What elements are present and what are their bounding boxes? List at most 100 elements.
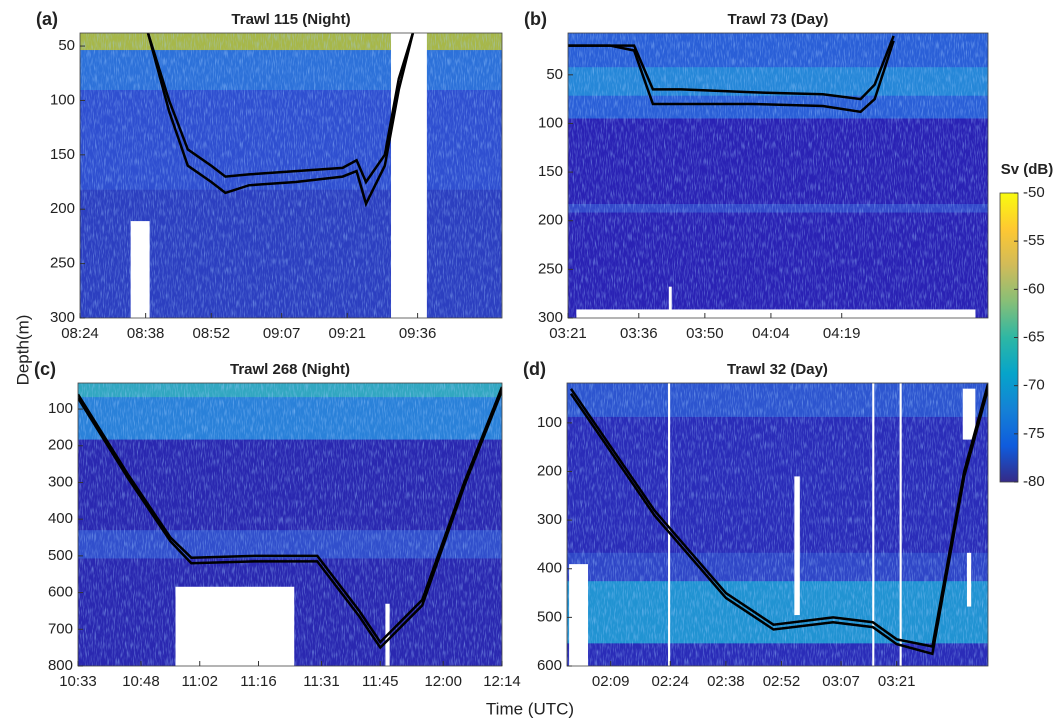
x-tick-label: 11:31	[303, 673, 339, 690]
x-tick-label: 02:09	[592, 673, 630, 690]
y-tick-label: 100	[48, 400, 73, 417]
x-tick-label: 10:33	[59, 673, 97, 690]
y-tick-label: 150	[50, 146, 75, 163]
echogram	[568, 33, 988, 318]
y-tick-label: 400	[48, 510, 73, 527]
y-tick-label: 100	[538, 114, 563, 131]
panel-title: Trawl 268 (Night)	[230, 361, 350, 378]
blank-region	[569, 564, 589, 666]
plot-frame	[79, 32, 503, 319]
y-tick-label: 600	[537, 657, 562, 674]
y-tick-label: 250	[50, 255, 75, 272]
y-tick-label: 200	[50, 200, 75, 217]
x-tick-label: 03:50	[686, 325, 724, 342]
trawl-line	[146, 33, 415, 185]
blank-region	[668, 286, 672, 318]
plot-frame	[567, 32, 989, 319]
x-tick-label: 03:21	[878, 673, 916, 690]
x-tick-label: 12:14	[483, 673, 521, 690]
trawl-line	[78, 390, 502, 650]
blank-region	[175, 586, 295, 666]
echogram	[80, 33, 502, 318]
trawl-line	[146, 33, 415, 208]
x-tick-label: 09:36	[399, 325, 437, 342]
y-tick-label: 500	[48, 547, 73, 564]
y-tick-label: 300	[537, 511, 562, 528]
x-tick-label: 09:07	[263, 325, 301, 342]
panel-title: Trawl 73 (Day)	[728, 11, 829, 28]
y-tick-label: 100	[50, 91, 75, 108]
x-tick-label: 03:36	[620, 325, 658, 342]
x-tick-label: 04:19	[823, 325, 861, 342]
y-tick-label: 150	[538, 163, 563, 180]
x-tick-label: 08:24	[61, 325, 99, 342]
blank-region	[899, 383, 902, 666]
x-tick-label: 08:52	[193, 325, 231, 342]
y-tick-label: 200	[48, 437, 73, 454]
blank-region	[668, 383, 671, 666]
x-tick-label: 03:21	[549, 325, 587, 342]
colorbar-tick-label: -75	[1023, 425, 1045, 442]
y-tick-label: 200	[538, 212, 563, 229]
y-tick-label: 50	[58, 37, 75, 54]
blank-region	[576, 309, 976, 318]
x-tick-label: 04:04	[752, 325, 790, 342]
panel-label: (c)	[34, 359, 56, 379]
colorbar-tick-label: -65	[1023, 328, 1045, 345]
x-tick-label: 09:21	[328, 325, 366, 342]
speckle	[80, 33, 502, 318]
panel-label: (b)	[524, 9, 547, 29]
colorbar-tick-label: -60	[1023, 280, 1045, 297]
y-tick-label: 250	[538, 260, 563, 277]
panel-label: (a)	[36, 9, 58, 29]
panel-label: (d)	[523, 359, 546, 379]
y-tick-label: 800	[48, 657, 73, 674]
x-tick-label: 12:00	[424, 673, 462, 690]
plot-frame	[566, 382, 989, 667]
y-tick-label: 600	[48, 584, 73, 601]
trawl-line	[568, 40, 895, 114]
colorbar-tick-label: -55	[1023, 232, 1045, 249]
plot-frame	[77, 382, 503, 667]
y-axis-label: Depth(m)	[13, 315, 32, 386]
y-tick-label: 700	[48, 620, 73, 637]
blank-region	[966, 552, 972, 607]
speckle	[568, 33, 988, 318]
speckle	[567, 383, 988, 666]
x-tick-label: 02:52	[763, 673, 801, 690]
colorbar-tick-label: -80	[1023, 473, 1045, 490]
x-tick-label: 02:24	[651, 673, 689, 690]
panel-title: Trawl 32 (Day)	[727, 361, 828, 378]
x-tick-label: 03:07	[822, 673, 860, 690]
y-tick-label: 300	[48, 473, 73, 490]
y-tick-label: 300	[50, 309, 75, 326]
blank-region	[130, 221, 150, 318]
panel-title: Trawl 115 (Night)	[231, 11, 350, 28]
trawl-line	[78, 386, 502, 645]
y-tick-label: 400	[537, 560, 562, 577]
trawl-line	[569, 388, 988, 656]
x-axis-label: Time (UTC)	[486, 699, 574, 718]
echogram	[567, 383, 988, 666]
x-tick-label: 11:45	[362, 673, 398, 690]
y-tick-label: 500	[537, 608, 562, 625]
x-tick-label: 11:02	[182, 673, 218, 690]
colorbar-title: Sv (dB)	[1001, 161, 1054, 178]
blank-region	[872, 383, 875, 666]
y-tick-label: 300	[538, 309, 563, 326]
blank-region	[962, 388, 976, 440]
y-tick-label: 200	[537, 462, 562, 479]
x-tick-label: 10:48	[122, 673, 160, 690]
echogram	[78, 383, 502, 666]
blank-region	[391, 33, 427, 318]
colorbar-tick-label: -50	[1023, 184, 1045, 201]
x-tick-label: 11:16	[240, 673, 276, 690]
y-tick-label: 100	[537, 414, 562, 431]
x-tick-label: 02:38	[707, 673, 745, 690]
blank-region	[794, 476, 800, 616]
y-tick-label: 50	[546, 66, 563, 83]
colorbar-tick-label: -70	[1023, 377, 1045, 394]
trawl-line	[568, 35, 895, 101]
x-tick-label: 08:38	[127, 325, 165, 342]
